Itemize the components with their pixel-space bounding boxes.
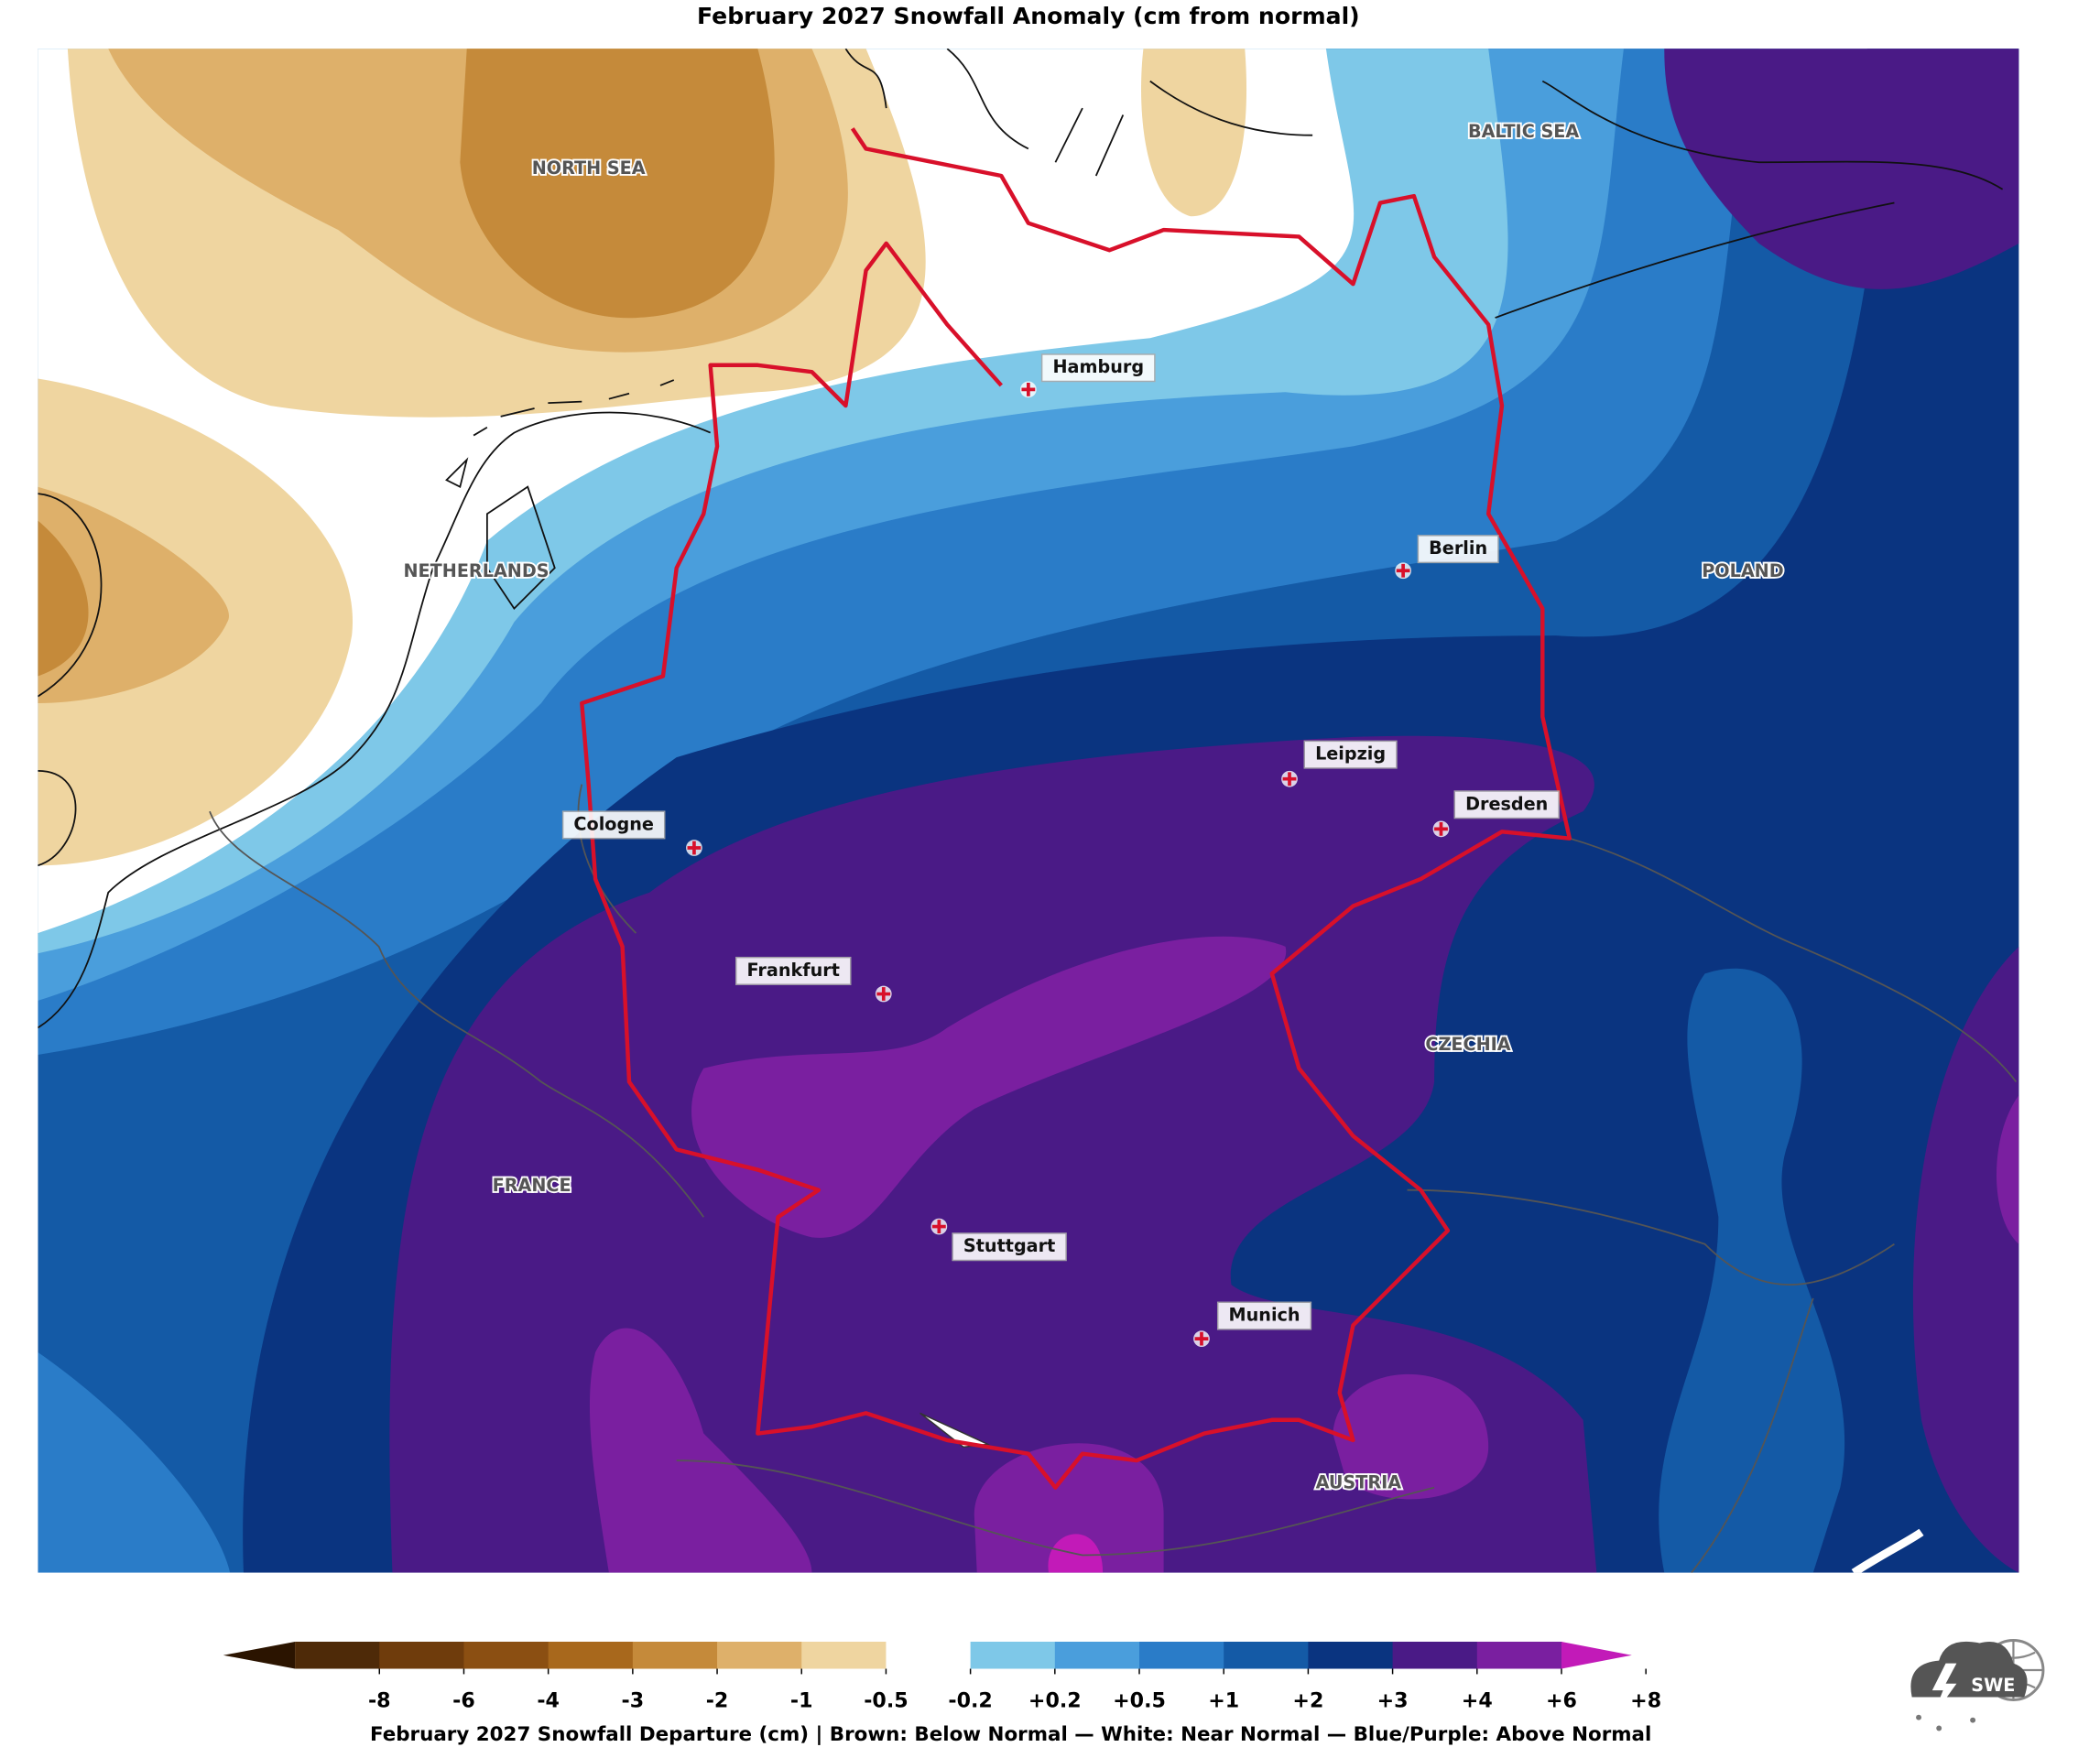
contour-band [38,1351,231,1573]
colorbar-segment [801,1641,887,1669]
colorbar-segment [1308,1641,1394,1669]
region-label: NORTH SEA [532,157,646,179]
city-label: Munich [1229,1305,1300,1326]
coastline [445,379,675,488]
colorbar-tick-label: +1 [1208,1688,1239,1712]
colorbar-segment [548,1641,634,1669]
colorbar-tick-label: -4 [537,1688,560,1712]
city-label-box [1417,535,1499,564]
colorbar-tick-label: -0.2 [948,1688,992,1712]
city-label: Leipzig [1315,743,1386,765]
region-label: CZECHIA [1425,1034,1510,1055]
colorbar-tick-label: +3 [1377,1688,1409,1712]
colorbar-segment [1224,1641,1310,1669]
contour-band [589,1328,812,1573]
city-marker [1434,821,1448,836]
coastline [38,411,712,1029]
city-marker [931,1220,946,1233]
colorbar-segment [886,1641,972,1669]
contour-band [1664,49,2019,289]
coastline [38,493,103,867]
region-label: FRANCE [493,1175,571,1196]
city-marker [1396,563,1410,578]
logo: SWE [1910,1639,2045,1731]
city-label-box [1216,1301,1312,1330]
city-label-box [1040,353,1156,383]
city-label: Hamburg [1052,356,1144,377]
contour-band [38,520,89,677]
colorbar-caption: February 2027 Snowfall Departure (cm) | … [370,1723,1651,1746]
city-label: Berlin [1429,537,1487,559]
contour-band [1333,1373,1489,1500]
contour-band [38,486,229,703]
colorbar-tick-label: -8 [368,1688,391,1712]
city-marker [1194,1331,1209,1346]
colorbar-tick-label: -0.5 [864,1688,908,1712]
city-label: Frankfurt [747,960,840,981]
contour-band [1996,1095,2019,1244]
colorbar-tick-label: +0.5 [1113,1688,1166,1712]
contour-band [691,936,1287,1238]
coastline [844,49,2004,319]
region-label: POLAND [1702,560,1783,581]
region-label: BALTIC SEA [1468,121,1579,142]
colorbar-extend [223,1641,296,1669]
colorbar-tick-label: +4 [1462,1688,1493,1712]
germany-border [580,127,1572,1490]
title: February 2027 Snowfall Anomaly (cm from … [697,3,1360,29]
contour-band [1141,49,1247,217]
colorbar-segment [632,1641,718,1669]
colorbar-segment [295,1641,381,1669]
map [38,49,2019,1573]
city-label: Dresden [1465,793,1548,814]
colorbar-tick-label: +2 [1292,1688,1323,1712]
colorbar-tick-label: +8 [1630,1688,1661,1712]
region-label: AUSTRIA [1316,1472,1402,1493]
city-marker [1282,772,1297,787]
city-label: Stuttgart [963,1235,1055,1256]
contour-band [1659,968,1845,1573]
colorbar-segment [1054,1641,1140,1669]
city-label-box [734,956,852,985]
colorbar-tick-label: -6 [452,1688,475,1712]
city-marker [687,841,702,855]
coastline [485,485,556,611]
city-label-box [1453,790,1560,819]
region-label: NETHERLANDS [404,560,549,581]
country-border [209,784,2018,1573]
city-marker [876,987,891,1001]
city-marker [1021,382,1036,396]
colorbar-tick-label: +6 [1546,1688,1577,1712]
colorbar-tick-label: -1 [790,1688,813,1712]
colorbar-segment [970,1641,1056,1669]
colorbar-segment [1139,1641,1224,1669]
logo-text: SWE [1971,1675,2015,1696]
colorbar-tick-label: +0.2 [1028,1688,1082,1712]
colorbar-segment [1476,1641,1562,1669]
lake [1851,1528,1924,1573]
contour-band [460,49,775,319]
contour-band [389,735,1597,1573]
city-label-box [952,1232,1067,1262]
colorbar-segment [1392,1641,1478,1669]
colorbar-extend [1561,1641,1632,1669]
colorbar-segment [717,1641,802,1669]
city-label: Cologne [573,813,653,834]
colorbar: -8 -6 -4 -3 -2 -1 -0.5 -0.2 +0.2 +0.5 +1 +2 +3 +4 +6 +8 [223,1641,1661,1712]
colorbar-tick-label: -3 [622,1688,645,1712]
colorbar-segment [463,1641,549,1669]
colorbar-segment [379,1641,465,1669]
city-label-box [1303,740,1398,769]
city-label-box [561,810,666,840]
map-overlay: NORTH SEA BALTIC SEA NETHERLANDS POLAND CZEC… [402,119,1786,1494]
colorbar-tick-label: -2 [706,1688,729,1712]
contour-band [1912,946,2019,1573]
